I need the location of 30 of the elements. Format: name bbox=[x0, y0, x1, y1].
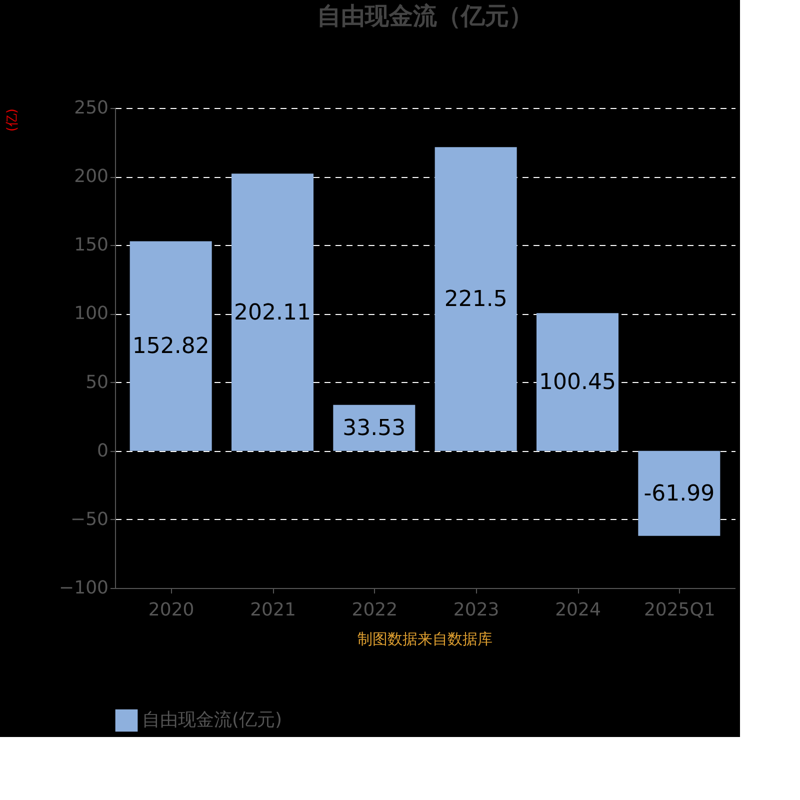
x-tick-label: 2024 bbox=[555, 600, 601, 620]
x-tick-label: 2021 bbox=[250, 600, 296, 620]
y-tick-label: 0 bbox=[97, 440, 108, 462]
y-tick-label: −50 bbox=[70, 508, 108, 530]
y-tick-label: −100 bbox=[59, 578, 108, 598]
x-tick-label: 2023 bbox=[453, 600, 500, 620]
y-tick-label: 100 bbox=[74, 303, 108, 324]
x-tick-label: 2025Q1 bbox=[644, 600, 716, 620]
y-tick-label: 50 bbox=[86, 372, 108, 393]
data-label: 100.45 bbox=[539, 370, 616, 395]
bar bbox=[638, 450, 720, 536]
data-label: 33.53 bbox=[342, 416, 406, 441]
bar bbox=[232, 174, 314, 451]
legend-label: 自由现金流(亿元) bbox=[142, 710, 282, 730]
data-label: 221.5 bbox=[444, 286, 508, 312]
data-label: 152.82 bbox=[132, 334, 210, 360]
chart-title: 自由现金流（亿元） bbox=[317, 2, 533, 30]
data-label: -61.99 bbox=[644, 481, 715, 506]
y-tick-label: 200 bbox=[74, 166, 108, 188]
bar bbox=[130, 241, 212, 451]
bar bbox=[434, 147, 517, 451]
x-tick-label: 2020 bbox=[148, 600, 194, 620]
y-tick-label: 250 bbox=[74, 98, 108, 118]
bar bbox=[333, 404, 416, 451]
bar bbox=[536, 313, 618, 451]
y-axis-title: (亿) bbox=[5, 108, 20, 132]
x-tick-label: 2022 bbox=[352, 600, 398, 620]
y-tick-label: 150 bbox=[74, 234, 108, 256]
text: 制图数据来自数据库 bbox=[358, 630, 492, 648]
data-label: 202.11 bbox=[234, 300, 311, 326]
